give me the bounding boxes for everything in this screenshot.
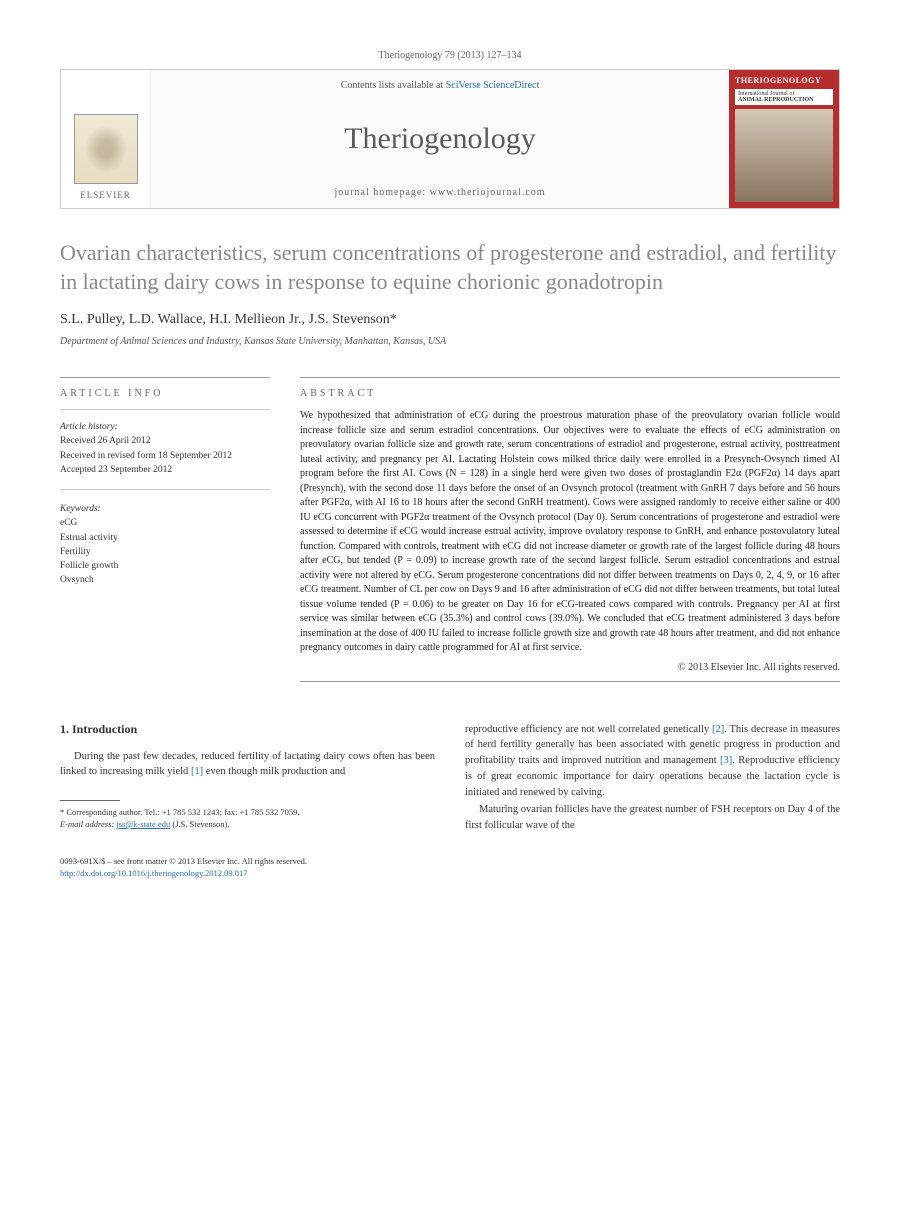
text-run: even though milk production and — [203, 766, 345, 777]
text-run: reproductive efficiency are not well cor… — [465, 724, 712, 735]
history-label: Article history: — [60, 420, 270, 434]
contents-prefix: Contents lists available at — [341, 80, 446, 91]
abstract-text: We hypothesized that administration of e… — [300, 409, 840, 656]
keyword: Ovsynch — [60, 573, 270, 587]
publisher-block: ELSEVIER — [61, 70, 151, 208]
email-label: E-mail address: — [60, 819, 116, 829]
citation-link[interactable]: [2] — [712, 724, 724, 735]
keyword: Follicle growth — [60, 559, 270, 573]
page-footer: 0093-691X/$ – see front matter © 2013 El… — [60, 856, 840, 880]
abstract-column: ABSTRACT We hypothesized that administra… — [300, 367, 840, 692]
homepage-prefix: journal homepage: — [334, 187, 429, 198]
cover-title: THERIOGENOLOGY — [735, 76, 833, 85]
body-columns: 1. Introduction During the past few deca… — [60, 722, 840, 836]
received-date: Received 26 April 2012 — [60, 434, 270, 448]
corr-author: * Corresponding author. Tel.: +1 785 532… — [60, 807, 435, 819]
accepted-date: Accepted 23 September 2012 — [60, 463, 270, 477]
citation-link[interactable]: [3] — [720, 755, 732, 766]
section-title: Introduction — [72, 722, 137, 736]
revised-date: Received in revised form 18 September 20… — [60, 449, 270, 463]
homepage-url[interactable]: www.theriojournal.com — [430, 187, 546, 198]
cover-sub2: ANIMAL REPRODUCTION — [738, 97, 830, 103]
contents-line: Contents lists available at SciVerse Sci… — [341, 80, 540, 91]
email-suffix: (J.S. Stevenson). — [170, 819, 229, 829]
keyword: Estrual activity — [60, 531, 270, 545]
article-info-column: ARTICLE INFO Article history: Received 2… — [60, 367, 270, 692]
section-number: 1. — [60, 722, 69, 736]
info-heading: ARTICLE INFO — [60, 388, 270, 399]
cover-subtitle: International Journal of ANIMAL REPRODUC… — [735, 89, 833, 105]
body-paragraph: reproductive efficiency are not well cor… — [465, 722, 840, 801]
body-paragraph: During the past few decades, reduced fer… — [60, 749, 435, 781]
body-paragraph: Maturing ovarian follicles have the grea… — [465, 802, 840, 834]
body-col-right: reproductive efficiency are not well cor… — [465, 722, 840, 836]
copyright: © 2013 Elsevier Inc. All rights reserved… — [300, 662, 840, 673]
journal-name: Theriogenology — [344, 122, 536, 156]
sciencedirect-link[interactable]: SciVerse ScienceDirect — [446, 80, 540, 91]
corresponding-footnote: * Corresponding author. Tel.: +1 785 532… — [60, 807, 435, 831]
elsevier-logo — [74, 114, 138, 184]
article-title: Ovarian characteristics, serum concentra… — [60, 239, 840, 296]
email-link[interactable]: jss@k-state.edu — [116, 819, 170, 829]
keyword: eCG — [60, 516, 270, 530]
keywords-label: Keywords: — [60, 502, 270, 516]
homepage-line: journal homepage: www.theriojournal.com — [334, 187, 545, 198]
journal-cover: THERIOGENOLOGY International Journal of … — [729, 70, 839, 208]
banner-center: Contents lists available at SciVerse Sci… — [151, 70, 729, 208]
abstract-heading: ABSTRACT — [300, 388, 840, 399]
citation-link[interactable]: [1] — [191, 766, 203, 777]
affiliation: Department of Animal Sciences and Indust… — [60, 336, 840, 347]
cover-image — [735, 109, 833, 202]
journal-banner: ELSEVIER Contents lists available at Sci… — [60, 69, 840, 209]
keyword: Fertility — [60, 545, 270, 559]
authors: S.L. Pulley, L.D. Wallace, H.I. Mellieon… — [60, 312, 840, 328]
header-citation: Theriogenology 79 (2013) 127–134 — [60, 50, 840, 61]
doi-link[interactable]: http://dx.doi.org/10.1016/j.theriogenolo… — [60, 868, 247, 878]
section-heading: 1. Introduction — [60, 722, 435, 737]
publisher-name: ELSEVIER — [80, 190, 131, 200]
footer-line: 0093-691X/$ – see front matter © 2013 El… — [60, 856, 840, 868]
body-col-left: 1. Introduction During the past few deca… — [60, 722, 435, 836]
